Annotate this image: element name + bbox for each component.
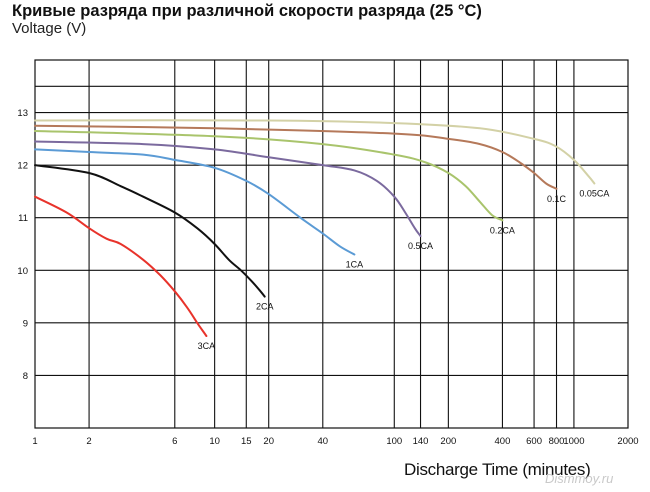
y-tick-label: 10: [17, 266, 28, 277]
y-axis-label: Voltage (V): [12, 20, 87, 37]
x-axis-label: Discharge Time (minutes): [404, 460, 591, 479]
x-tick-label: 140: [413, 436, 429, 447]
y-tick-label: 13: [17, 108, 28, 119]
y-tick-label: 11: [18, 213, 28, 224]
x-tick-label: 15: [241, 436, 252, 447]
series-line-0.2CA: [34, 130, 504, 222]
x-tick-label: 400: [495, 436, 511, 447]
series-line-0.05CA: [34, 119, 596, 185]
x-tick-label: 40: [318, 436, 329, 447]
series-label-0.5CA: 0.5CA: [408, 241, 433, 251]
plot-frame: [34, 59, 629, 429]
x-tick-label: 1000: [563, 436, 584, 447]
series-label-1CA: 1CA: [346, 260, 364, 270]
watermark: Dismmoy.ru: [545, 471, 614, 486]
x-tick-label: 200: [440, 436, 456, 447]
x-tick-label: 1: [32, 436, 37, 447]
y-tick-label: 9: [23, 318, 28, 329]
y-tick-label: 8: [23, 371, 28, 382]
x-tick-label: 2000: [617, 436, 638, 447]
x-tick-label: 800: [549, 436, 565, 447]
series-label-0.2CA: 0.2CA: [490, 225, 515, 235]
series-line-1CA: [34, 148, 356, 256]
x-tick-label: 20: [263, 436, 274, 447]
series-line-2CA: [34, 164, 266, 298]
x-tick-label: 100: [386, 436, 402, 447]
x-tick-label: 2: [86, 436, 91, 447]
series-line-3CA: [34, 195, 208, 337]
x-tick-label: 6: [172, 436, 177, 447]
y-tick-label: 12: [17, 161, 28, 172]
series-label-3CA: 3CA: [198, 341, 216, 351]
series-line-0.5CA: [34, 140, 422, 238]
series-line-0.1C: [34, 124, 558, 190]
chart-title: Кривые разряда при различной скорости ра…: [12, 2, 482, 20]
series-label-0.1C: 0.1C: [547, 194, 567, 204]
x-tick-label: 600: [526, 436, 542, 447]
series-label-2CA: 2CA: [256, 302, 274, 312]
series-label-0.05CA: 0.05CA: [579, 189, 609, 199]
x-tick-label: 10: [209, 436, 220, 447]
